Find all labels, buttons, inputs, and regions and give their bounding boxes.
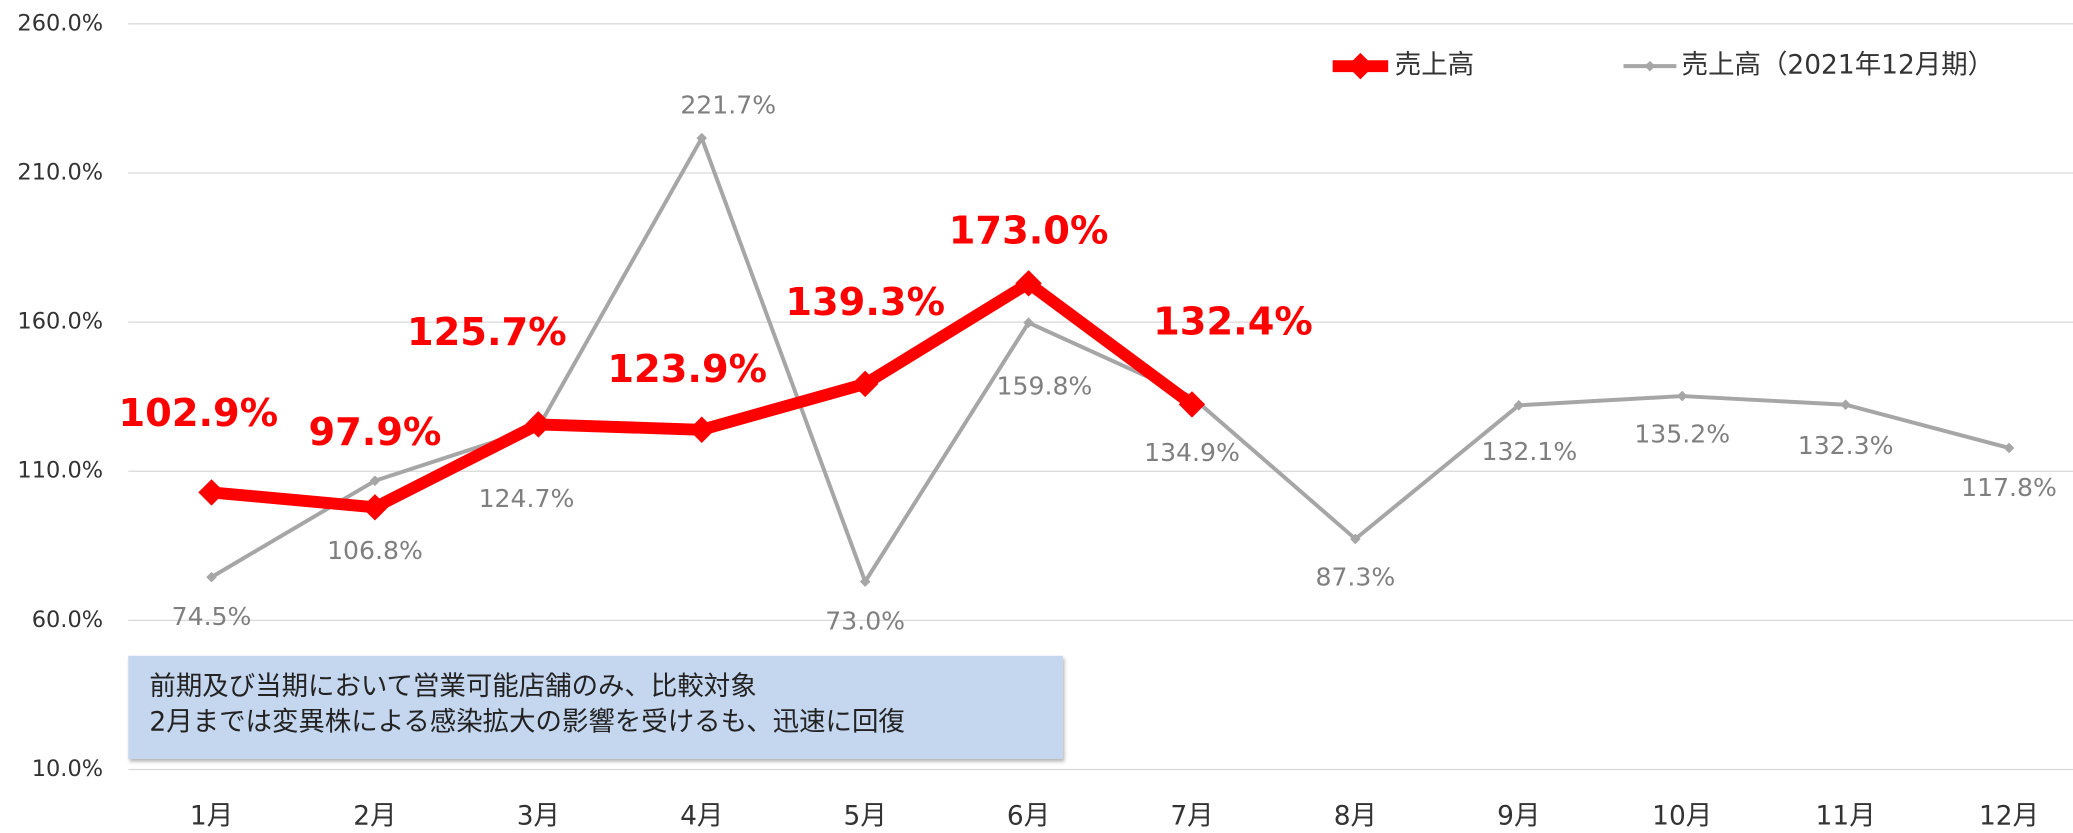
- point: [1178, 391, 1206, 418]
- point: [851, 370, 879, 398]
- legend-label: 売上高（2021年12月期）: [1682, 50, 1994, 81]
- data-label: 135.2%: [1634, 420, 1730, 449]
- point: [1513, 400, 1525, 411]
- data-label: 159.8%: [997, 371, 1093, 400]
- x-tick-label: 6月: [1007, 801, 1050, 832]
- annotation-box: [128, 655, 1063, 759]
- point: [1015, 270, 1042, 297]
- point: [1840, 399, 1851, 411]
- point: [525, 411, 552, 438]
- x-tick-label: 11月: [1816, 801, 1876, 832]
- point: [1350, 533, 1361, 545]
- x-tick-label: 10月: [1652, 801, 1712, 832]
- data-label: 221.7%: [680, 90, 776, 119]
- data-label: 132.3%: [1798, 431, 1894, 460]
- x-tick-label: 3月: [517, 801, 560, 832]
- series-line: [210, 136, 2010, 584]
- point: [206, 571, 217, 583]
- x-tick-label: 12月: [1979, 801, 2039, 832]
- point: [2003, 442, 2015, 454]
- data-label: 87.3%: [1315, 563, 1395, 592]
- x-tick-label: 1月: [190, 801, 233, 832]
- data-label: 124.7%: [479, 484, 575, 513]
- y-tick-label: 110.0%: [17, 458, 103, 484]
- y-tick-label: 260.0%: [17, 10, 103, 36]
- x-tick-label: 2月: [353, 801, 396, 832]
- legend-label: 売上高: [1395, 50, 1474, 81]
- data-label: 73.0%: [825, 607, 905, 636]
- annotation: 前期及び当期において営業可能店舗のみ、比較対象: [149, 671, 756, 702]
- point: [1676, 390, 1688, 402]
- data-label: 102.9%: [118, 391, 278, 436]
- y-tick-label: 210.0%: [17, 159, 103, 185]
- data-label: 173.0%: [949, 209, 1109, 254]
- point: [859, 576, 871, 587]
- x-tick-label: 5月: [844, 801, 887, 832]
- data-label: 132.1%: [1481, 437, 1577, 466]
- data-label: 132.4%: [1153, 299, 1313, 344]
- data-label: 117.8%: [1961, 473, 2057, 502]
- point: [1023, 317, 1034, 328]
- x-tick-label: 4月: [680, 801, 723, 832]
- legend-marker: [1644, 60, 1656, 72]
- y-tick-label: 60.0%: [32, 607, 103, 633]
- point: [369, 475, 381, 487]
- x-tick-label: 8月: [1334, 801, 1377, 832]
- x-tick-label: 7月: [1170, 801, 1213, 832]
- point: [688, 416, 715, 443]
- legend-marker: [1347, 52, 1374, 80]
- y-tick-label: 160.0%: [17, 309, 103, 335]
- x-tick-label: 9月: [1497, 801, 1540, 832]
- data-label: 123.9%: [607, 347, 767, 392]
- point: [198, 479, 225, 506]
- data-label: 139.3%: [785, 280, 945, 325]
- annotation: 2月までは変異株による感染拡大の影響を受けるも、迅速に回復: [149, 707, 904, 738]
- data-label: 125.7%: [407, 310, 567, 355]
- data-label: 134.9%: [1144, 438, 1240, 467]
- y-tick-label: 10.0%: [32, 756, 103, 782]
- data-label: 106.8%: [327, 536, 423, 565]
- data-label: 97.9%: [308, 410, 441, 455]
- data-label: 74.5%: [172, 602, 252, 631]
- point: [361, 494, 389, 521]
